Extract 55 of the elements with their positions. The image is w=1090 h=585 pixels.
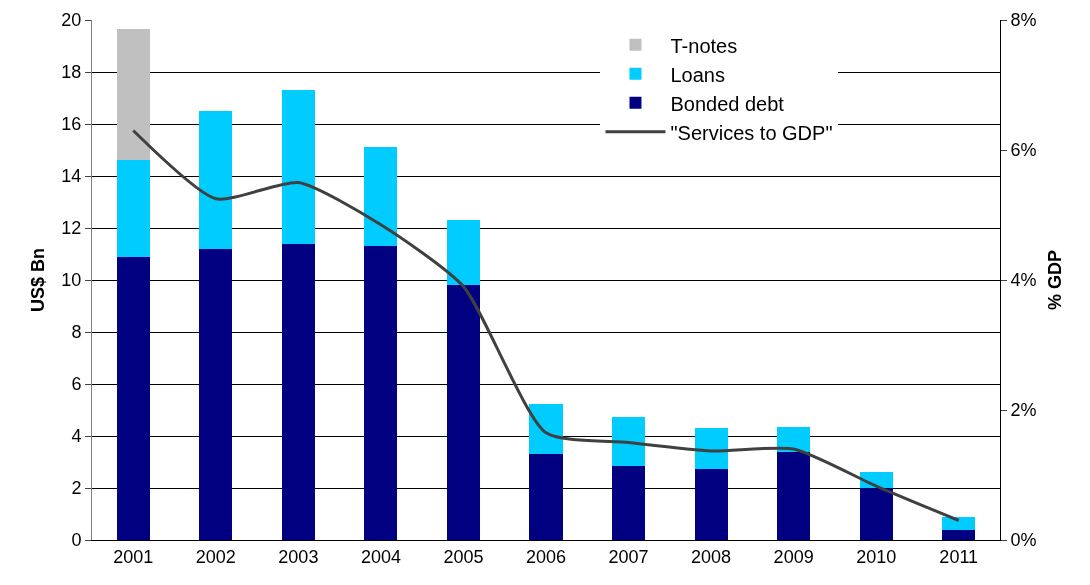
bar [446, 285, 480, 540]
x-tick-label: 2011 [939, 546, 979, 567]
x-tick-label: 2003 [278, 546, 319, 567]
bar [116, 256, 150, 540]
x-tick-label: 2001 [113, 546, 154, 567]
x-tick-label: 2002 [195, 546, 236, 567]
bar [859, 488, 893, 540]
bar [694, 428, 728, 469]
y-tick-label: 6 [71, 374, 82, 395]
y2-tick-label: 2% [1010, 400, 1037, 421]
bar [281, 243, 315, 540]
legend-label: "Services to GDP" [670, 121, 833, 144]
y-axis-title: US$ Bn [27, 247, 48, 313]
x-tick-label: 2010 [856, 546, 897, 567]
bar [612, 416, 646, 466]
legend-label: Bonded debt [670, 92, 785, 115]
x-tick-label: 2008 [691, 546, 732, 567]
y-tick-label: 2 [71, 478, 82, 499]
bar [199, 111, 233, 249]
y-tick-label: 16 [61, 114, 82, 135]
x-tick-label: 2007 [608, 546, 649, 567]
x-tick-label: 2009 [773, 546, 814, 567]
y-tick-label: 8 [71, 322, 82, 343]
y2-tick-label: 8% [1010, 10, 1037, 31]
y-tick-label: 12 [61, 218, 82, 239]
bar [199, 248, 233, 540]
bar [777, 451, 811, 540]
bar [942, 516, 976, 530]
bar [116, 160, 150, 257]
bar [116, 29, 150, 161]
bar [612, 465, 646, 540]
x-tick-label: 2006 [525, 546, 567, 567]
bar [364, 246, 398, 540]
bar [529, 403, 563, 455]
bar [364, 147, 398, 247]
bar [942, 529, 976, 540]
bar [777, 426, 811, 452]
bar [529, 454, 563, 540]
y2-tick-label: 4% [1010, 270, 1037, 291]
x-tick-label: 2005 [443, 546, 484, 567]
y2-tick-label: 0% [1010, 530, 1037, 551]
y-tick-label: 10 [61, 270, 82, 291]
y-tick-label: 0 [71, 530, 82, 551]
y2-tick-label: 6% [1010, 140, 1037, 161]
bar [694, 468, 728, 540]
bar [446, 220, 480, 286]
y-tick-label: 18 [61, 62, 82, 83]
y-tick-label: 4 [71, 426, 82, 447]
bar [281, 90, 315, 244]
legend-label: T-notes [670, 34, 738, 57]
y-tick-label: 20 [61, 10, 82, 31]
x-tick-label: 2004 [360, 546, 401, 567]
legend-label: Loans [670, 63, 725, 86]
y-tick-label: 14 [61, 166, 82, 187]
y2-axis-title: % GDP [1044, 249, 1065, 311]
